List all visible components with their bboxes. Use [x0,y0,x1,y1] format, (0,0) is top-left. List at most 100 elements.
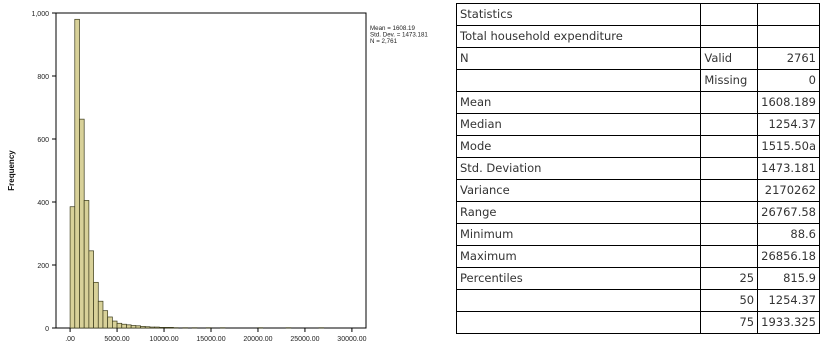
histogram-bar [154,326,160,329]
row-label: Variance [455,179,702,202]
row-label: N [455,47,702,70]
x-tick-label: .00 [65,336,75,343]
y-tick-label: 400 [37,200,49,207]
row-label: Range [455,201,702,224]
y-tick-label: 200 [37,263,49,270]
statistics-panel: Statistics Total household expenditure N… [455,3,820,334]
histogram-bar [83,200,90,329]
row-sublabel [700,91,759,114]
row-value: 1608.189 [757,91,820,114]
statistics-table: Statistics Total household expenditure N… [455,3,820,334]
row-label: Minimum [455,223,702,246]
table-row: Missing 0 [455,69,820,92]
x-tick-label: 5000.00 [104,336,129,343]
histogram-bar [107,316,113,329]
table-cell [757,25,820,48]
table-title: Statistics [455,3,702,26]
table-row: 75 1933.325 [455,311,820,334]
row-value: 815.9 [757,267,820,290]
row-value: 2761 [757,47,820,70]
y-tick-label: 0 [45,326,49,333]
table-variable-row: Total household expenditure [455,25,820,48]
row-value: 26767.58 [757,201,820,224]
histogram-bar [149,326,155,329]
table-cell [700,3,759,26]
histogram-bar [112,320,118,329]
row-label [455,289,702,312]
row-sublabel [700,201,759,224]
row-label: Median [455,113,702,136]
row-sublabel: 25 [700,267,759,290]
histogram-bar [158,327,165,329]
table-row: 50 1254.37 [455,289,820,312]
legend-line: Mean = 1608.19 [370,25,415,32]
row-value: 1473.181 [757,157,820,180]
y-tick-label: 1,000 [31,11,49,18]
y-tick-label: 800 [37,74,49,81]
table-variable-name: Total household expenditure [455,25,702,48]
row-sublabel: Valid [700,47,759,70]
histogram-bar [163,327,170,329]
histogram-chart: 0 200 400 600 800 1,000 .00 5000.00 10000.00 1500… [7,11,428,343]
histogram-bar [140,326,146,329]
histogram-bar [97,300,104,329]
table-title-row: Statistics [455,3,820,26]
histogram-bar [88,250,94,329]
histogram-bar [93,281,99,329]
row-value: 2170262 [757,179,820,202]
table-row: Variance 2170262 [455,179,820,202]
table-row: Maximum 26856.18 [455,245,820,268]
row-sublabel: 75 [700,311,759,334]
table-row: Median 1254.37 [455,113,820,136]
table-row: Mode 1515.50a [455,135,820,158]
legend-line: N = 2,761 [370,38,398,45]
histogram-bar [102,310,109,329]
y-axis-label: Frequency [7,150,16,191]
table-row: Mean 1608.189 [455,91,820,114]
histogram-bar [74,18,80,329]
x-tick-label: 30000.00 [337,336,366,343]
row-sublabel: 50 [700,289,759,312]
row-label: Percentiles [455,267,702,290]
table-row: Range 26767.58 [455,201,820,224]
table-cell [757,3,820,26]
row-label: Mode [455,135,702,158]
histogram-bar [121,323,127,329]
row-label: Mean [455,91,702,114]
table-cell [700,25,759,48]
row-value: 88.6 [757,223,820,246]
plot-frame [55,12,367,329]
row-value: 1254.37 [757,113,820,136]
x-tick-label: 20000.00 [243,336,272,343]
row-sublabel: Missing [700,69,759,92]
y-tick-label: 600 [37,137,49,144]
histogram-bar [126,324,132,329]
row-label [455,69,702,92]
row-sublabel [700,179,759,202]
row-value: 1515.50a [757,135,820,158]
histogram-bar [144,326,151,329]
legend-line: Std. Dev. = 1473.181 [370,32,428,39]
row-sublabel [700,135,759,158]
row-value: 1933.325 [757,311,820,334]
row-sublabel [700,157,759,180]
table-row: Minimum 88.6 [455,223,820,246]
x-tick-label: 10000.00 [149,336,178,343]
histogram-bar [135,325,141,329]
row-value: 26856.18 [757,245,820,268]
histogram-bar [116,322,123,329]
histogram-bar [69,206,76,329]
table-row: N Valid 2761 [455,47,820,70]
row-sublabel [700,245,759,268]
x-tick-label: 25000.00 [290,336,319,343]
row-value: 1254.37 [757,289,820,312]
row-sublabel [700,113,759,136]
row-label [455,311,702,334]
histogram-bar [79,118,85,329]
row-value: 0 [757,69,820,92]
row-label: Maximum [455,245,702,268]
histogram-bar [168,327,174,329]
histogram-panel: 0 200 400 600 800 1,000 .00 5000.00 10000.00 1500… [7,11,429,343]
histogram-bar [130,325,137,329]
table-row: Std. Deviation 1473.181 [455,157,820,180]
